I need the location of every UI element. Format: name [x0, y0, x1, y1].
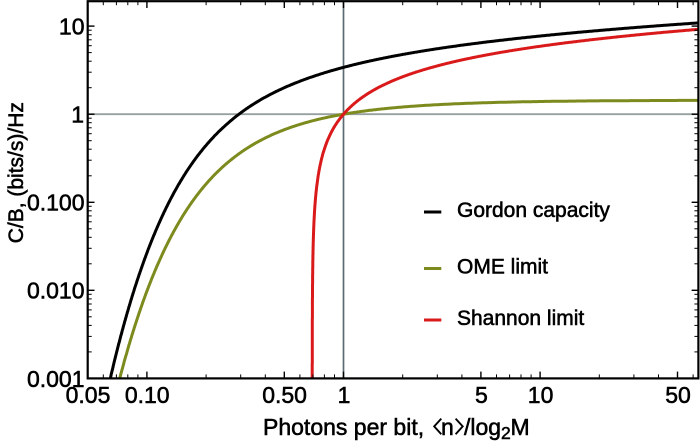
svg-text:n: n [441, 414, 454, 440]
svg-text:1: 1 [71, 102, 84, 128]
svg-text:0.05: 0.05 [66, 382, 111, 408]
svg-text:M: M [511, 414, 530, 440]
svg-text:Gordon capacity: Gordon capacity [457, 199, 610, 222]
svg-text:1: 1 [338, 382, 351, 408]
svg-text:0.010: 0.010 [27, 278, 85, 304]
svg-text:10: 10 [528, 382, 554, 408]
svg-text:OME limit: OME limit [457, 256, 548, 279]
svg-text:/log: /log [464, 414, 501, 440]
svg-text:Photons per bit,: Photons per bit, [263, 414, 424, 440]
svg-text:Shannon limit: Shannon limit [457, 307, 584, 330]
svg-text:5: 5 [475, 382, 488, 408]
svg-text:0.10: 0.10 [125, 382, 170, 408]
svg-text:0.50: 0.50 [262, 382, 307, 408]
svg-text:2: 2 [501, 423, 511, 441]
svg-text:50: 50 [665, 382, 691, 408]
svg-text:10: 10 [59, 14, 85, 40]
svg-text:0.100: 0.100 [27, 190, 85, 216]
svg-text:0.001: 0.001 [27, 366, 85, 392]
svg-text:C/B, (bits/s)/Hz: C/B, (bits/s)/Hz [5, 102, 28, 243]
